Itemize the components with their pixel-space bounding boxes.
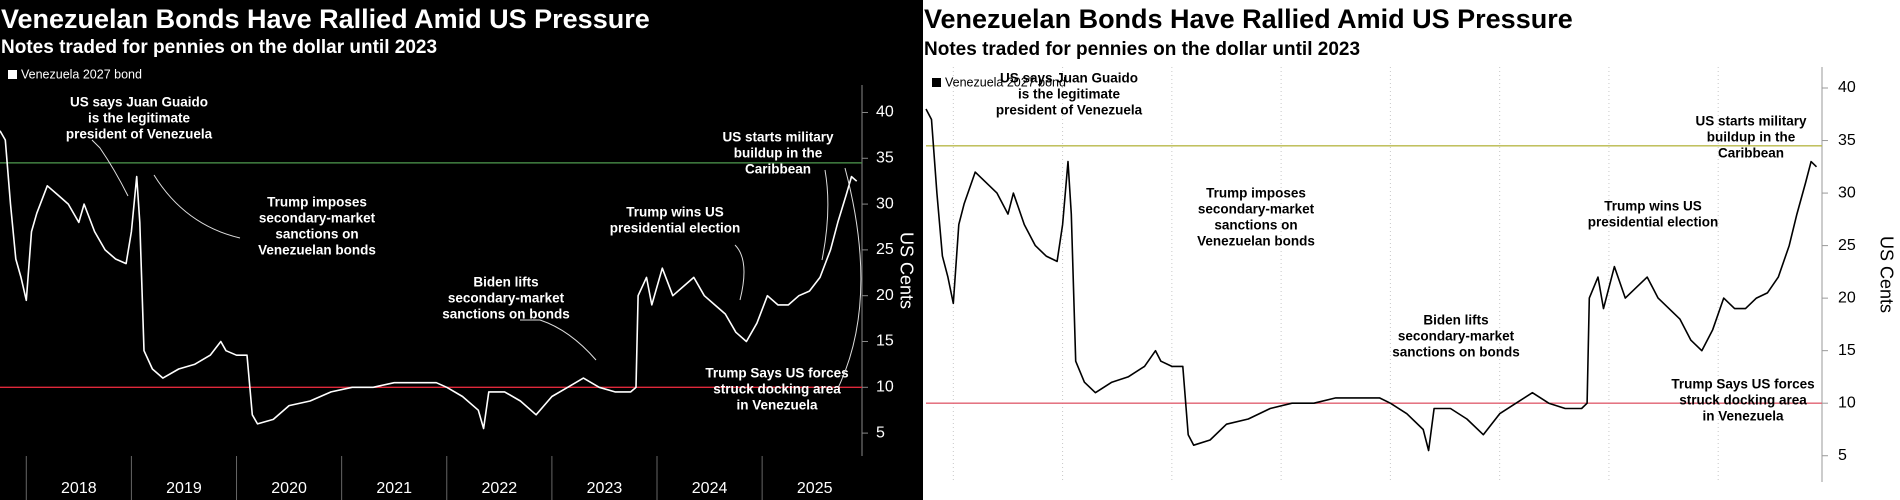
x-tick-label: 2019 <box>166 480 202 497</box>
annotation: Trump imposes <box>267 195 367 210</box>
annotation: president of Venezuela <box>996 103 1143 118</box>
annotation: US starts military <box>1695 114 1807 129</box>
y-tick-label: 35 <box>876 150 894 167</box>
annotation: is the legitimate <box>1018 87 1121 102</box>
annotation: Trump wins US <box>626 205 724 220</box>
chart-title: Venezuelan Bonds Have Rallied Amid US Pr… <box>1 4 650 34</box>
y-tick-label: 10 <box>1838 394 1856 411</box>
annotation: US says Juan Guaido <box>70 95 208 110</box>
annotation-leader <box>821 169 829 261</box>
annotation-leader <box>91 139 129 197</box>
annotation: in Venezuela <box>736 398 818 413</box>
x-tick-label: 2022 <box>482 480 518 497</box>
annotation: secondary-market <box>1398 329 1515 344</box>
x-tick-label: 2025 <box>797 480 833 497</box>
annotation-leader <box>153 174 241 239</box>
annotation: secondary-market <box>259 211 376 226</box>
annotation: in Venezuela <box>1702 409 1784 424</box>
y-tick-label: 20 <box>876 287 894 304</box>
annotation: Venezuelan bonds <box>258 243 376 258</box>
x-tick-label: 2020 <box>271 480 307 497</box>
y-tick-label: 40 <box>876 104 894 121</box>
annotation: sanctions on <box>275 227 358 242</box>
annotation: is the legitimate <box>88 111 191 126</box>
annotation-leader <box>520 319 597 361</box>
x-tick-label: 2023 <box>587 480 623 497</box>
x-tick-label: 2021 <box>376 480 412 497</box>
y-tick-label: 5 <box>876 424 885 441</box>
annotation: Trump Says US forces <box>1671 377 1814 392</box>
annotation: sanctions on <box>1214 218 1297 233</box>
annotation: struck docking area <box>1679 393 1807 408</box>
annotation: presidential election <box>1588 215 1719 230</box>
annotation: Caribbean <box>1718 146 1784 161</box>
chart-panel: Venezuelan Bonds Have Rallied Amid US Pr… <box>0 0 923 500</box>
legend-swatch <box>8 70 17 79</box>
chart-subtitle: Notes traded for pennies on the dollar u… <box>924 39 1360 60</box>
annotation: secondary-market <box>1198 202 1315 217</box>
y-tick-label: 5 <box>1838 447 1847 464</box>
annotation: secondary-market <box>448 291 565 306</box>
annotation: Biden lifts <box>473 275 538 290</box>
chart-title: Venezuelan Bonds Have Rallied Amid US Pr… <box>924 4 1573 34</box>
y-axis-label: US Cents <box>1876 236 1896 313</box>
annotation: struck docking area <box>713 382 841 397</box>
y-tick-label: 15 <box>1838 342 1856 359</box>
chart-background <box>923 0 1900 500</box>
y-tick-label: 20 <box>1838 289 1856 306</box>
annotation: president of Venezuela <box>66 127 213 142</box>
legend-label: Venezuela 2027 bond <box>945 75 1066 89</box>
annotation: Trump Says US forces <box>705 366 848 381</box>
legend-swatch <box>932 78 941 87</box>
y-tick-label: 25 <box>876 241 894 258</box>
annotation: sanctions on bonds <box>1392 345 1520 360</box>
y-tick-label: 15 <box>876 333 894 350</box>
annotation: Venezuelan bonds <box>1197 234 1315 249</box>
annotation: sanctions on bonds <box>442 307 570 322</box>
x-tick-label: 2024 <box>692 480 728 497</box>
legend-label: Venezuela 2027 bond <box>21 67 142 81</box>
chart-panel: Venezuelan Bonds Have Rallied Amid US Pr… <box>923 0 1900 500</box>
chart-background <box>0 0 923 500</box>
y-tick-label: 30 <box>876 195 894 212</box>
y-tick-label: 25 <box>1838 237 1856 254</box>
annotation-leader <box>734 244 745 301</box>
annotation: Caribbean <box>745 162 811 177</box>
annotation-leader <box>837 167 862 389</box>
annotation: US says Juan Guaido <box>1000 71 1138 86</box>
annotation: Trump imposes <box>1206 186 1306 201</box>
y-tick-label: 40 <box>1838 79 1856 96</box>
series-line <box>925 108 1818 452</box>
annotation: buildup in the <box>734 146 823 161</box>
annotation: Trump wins US <box>1604 199 1702 214</box>
y-tick-label: 10 <box>876 379 894 396</box>
y-tick-label: 30 <box>1838 184 1856 201</box>
series-line <box>0 130 858 430</box>
x-tick-label: 2018 <box>61 480 97 497</box>
chart-subtitle: Notes traded for pennies on the dollar u… <box>1 37 437 58</box>
annotation: buildup in the <box>1707 130 1796 145</box>
y-axis-label: US Cents <box>896 232 916 309</box>
annotation: Biden lifts <box>1423 313 1488 328</box>
annotation: US starts military <box>722 130 834 145</box>
y-tick-label: 35 <box>1838 132 1856 149</box>
annotation: presidential election <box>610 221 741 236</box>
